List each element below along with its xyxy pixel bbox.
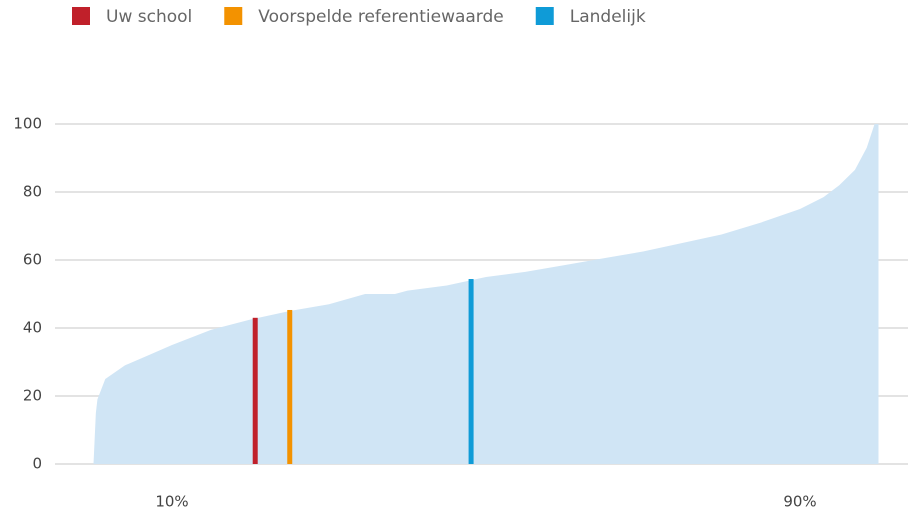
legend-label: Voorspelde referentiewaarde	[258, 7, 503, 27]
y-tick-label: 80	[23, 183, 42, 201]
legend-label: Landelijk	[570, 7, 646, 27]
y-tick-label: 60	[23, 251, 42, 269]
legend-swatch	[535, 7, 554, 25]
y-tick-label: 40	[23, 319, 42, 337]
marker-bar	[468, 279, 474, 464]
marker-bar	[252, 317, 258, 464]
legend-swatch	[72, 7, 90, 25]
distribution-area	[93, 124, 879, 464]
x-tick-label: 10%	[155, 493, 188, 511]
x-tick-label: 90%	[783, 493, 816, 511]
marker-bar	[287, 309, 293, 464]
y-tick-label: 20	[23, 387, 42, 405]
legend-swatch	[224, 7, 243, 25]
y-tick-label: 0	[32, 455, 42, 473]
y-tick-label: 100	[13, 115, 42, 133]
legend-label: Uw school	[106, 7, 192, 27]
